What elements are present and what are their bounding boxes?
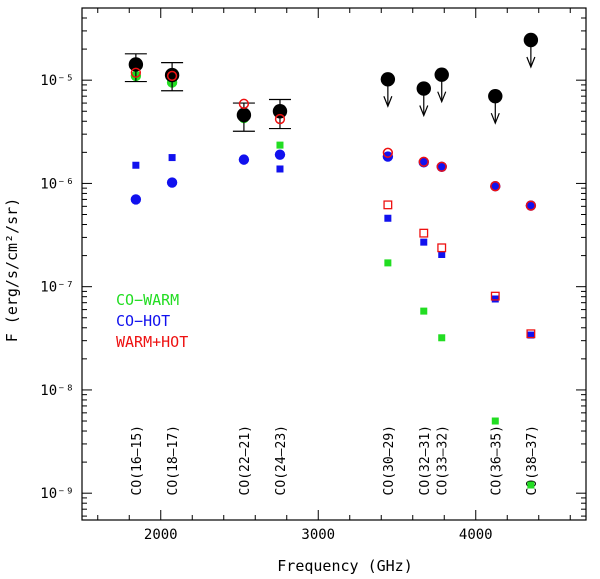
data-point — [527, 481, 535, 489]
data-point — [436, 161, 447, 172]
data-point — [490, 291, 500, 301]
data-point — [491, 417, 499, 425]
data-point — [491, 295, 499, 303]
transition-label: CO(32–31) — [418, 425, 433, 495]
y-tick-label: 10⁻⁶ — [40, 176, 74, 192]
upper-limit-arrowhead — [419, 105, 429, 118]
data-point — [276, 141, 284, 149]
data-point — [418, 156, 429, 167]
transition-label: CO(36–35) — [489, 425, 504, 495]
upper-limit-point — [488, 88, 503, 104]
transition-label: CO(30–29) — [382, 425, 397, 495]
data-point — [166, 70, 178, 82]
data-point — [382, 147, 394, 158]
data-markers — [124, 32, 539, 489]
data-point — [168, 154, 176, 162]
data-point — [420, 238, 428, 246]
data-point — [525, 200, 537, 211]
data-point — [238, 98, 250, 109]
transition-label: CO(24–23) — [274, 425, 289, 495]
legend: CO−WARM CO−HOT WARM+HOT — [116, 291, 188, 351]
data-point — [438, 334, 446, 342]
upper-limit-point — [380, 72, 396, 87]
legend-entry: CO−WARM — [116, 291, 179, 309]
legend-entry: CO−HOT — [116, 312, 170, 330]
y-tick-label: 10⁻⁷ — [40, 280, 74, 296]
upper-limit-arrowhead — [526, 56, 536, 69]
upper-limit-point — [416, 81, 431, 96]
x-tick-label: 4000 — [459, 527, 493, 543]
data-point — [490, 181, 501, 192]
upper-limit-point — [523, 32, 539, 48]
data-point — [132, 161, 140, 169]
y-axis-title: F (erg/s/cm²/sr) — [3, 198, 21, 343]
upper-limit-arrowhead — [437, 91, 447, 104]
y-tick-label: 10⁻⁵ — [40, 73, 74, 89]
data-point — [419, 228, 429, 238]
transition-label: CO(16–15) — [130, 425, 145, 495]
data-point — [130, 67, 142, 78]
upper-limit-arrowhead — [490, 112, 500, 125]
data-point — [490, 181, 501, 192]
legend-entry: WARM+HOT — [116, 333, 188, 351]
plot-frame — [81, 7, 587, 521]
data-point — [437, 243, 447, 253]
transition-label: CO(38–37) — [525, 425, 540, 495]
y-tick-label: 10⁻⁹ — [40, 486, 74, 502]
transition-label: CO(33–32) — [436, 425, 451, 495]
transition-label: CO(22–21) — [238, 425, 253, 495]
data-point — [238, 154, 250, 165]
upper-limit-arrowhead — [383, 96, 393, 108]
data-point — [276, 165, 284, 173]
x-axis-title: Frequency (GHz) — [277, 557, 412, 575]
data-point — [384, 214, 392, 222]
data-point — [527, 331, 535, 339]
upper-limit-point — [434, 67, 449, 82]
data-point — [274, 149, 286, 160]
data-point — [384, 259, 392, 267]
data-point — [436, 161, 447, 172]
axes: 2000 3000 4000 10⁻⁹ 10⁻⁸ 10⁻⁷ 10⁻⁶ 10⁻⁵ — [40, 7, 587, 543]
x-tick-label: 3000 — [301, 527, 335, 543]
data-point — [420, 307, 428, 315]
y-tick-label: 10⁻⁸ — [40, 383, 74, 399]
data-point — [383, 200, 393, 210]
transition-label: CO(18–17) — [166, 425, 181, 495]
data-point — [130, 194, 142, 205]
data-point — [438, 250, 446, 258]
data-point — [526, 329, 536, 339]
data-point — [525, 200, 537, 211]
data-point — [274, 113, 286, 125]
data-point — [166, 177, 178, 188]
transition-labels: CO(16–15) CO(18–17) CO(22–21) CO(24–23) CO(3… — [130, 425, 540, 495]
x-tick-label: 2000 — [144, 527, 178, 543]
